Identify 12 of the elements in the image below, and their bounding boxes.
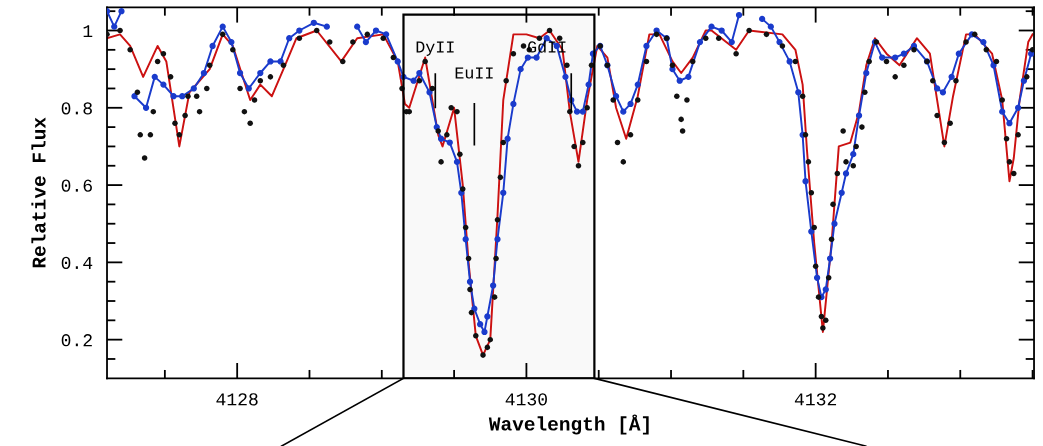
- y-tick-label: 0.8: [61, 102, 92, 115]
- x-tick-label: 4132: [794, 393, 837, 406]
- ref-line-label: DyII: [416, 41, 454, 56]
- y-tick-label: 0.4: [61, 256, 93, 270]
- y-axis-title: Relative Flux: [31, 117, 46, 268]
- y-tick-label: 1: [83, 25, 93, 38]
- y-tick-label: 0.2: [61, 334, 92, 347]
- x-tick-label: 4130: [505, 393, 547, 406]
- ref-line-label: EuII: [455, 67, 493, 79]
- y-tick-label: 0.6: [61, 179, 92, 192]
- x-axis-title: Wavelength [Å]: [488, 414, 649, 435]
- x-tick-label: 4128: [216, 393, 258, 406]
